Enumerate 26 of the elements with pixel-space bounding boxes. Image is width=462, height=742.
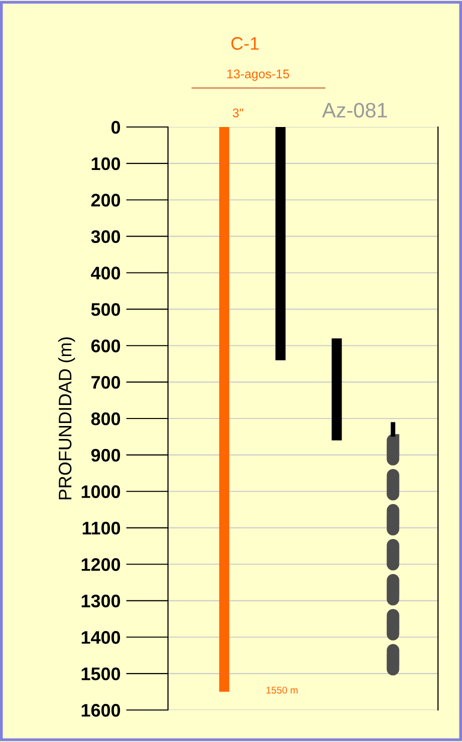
bar [275,127,286,360]
y-tick-label: 300 [91,230,120,244]
chart-title: C-1 [231,37,259,50]
annotation: 1550 m [266,686,298,694]
y-tick-label: 400 [90,266,120,280]
y-tick-label: 700 [91,376,120,389]
bar [219,127,230,692]
bar [332,338,342,440]
y-tick-label: 200 [91,194,120,207]
text: Az-081 [322,102,387,118]
y-tick-label: 1400 [82,631,120,644]
y-tick-label: 1600 [82,704,120,717]
y-tick-label: 100 [92,157,120,170]
chart-subtitle: 13-agos-15 [227,70,290,81]
y-tick-label: 600 [91,340,120,352]
y-tick-label: 0 [111,120,120,134]
y-tick-label: 1000 [82,485,120,498]
y-tick-label: 500 [91,303,120,316]
y-tick-label: 1300 [82,594,120,608]
y-tick-label: 1500 [82,667,120,680]
y-tick-label: 800 [91,412,120,426]
text: 3" [232,108,244,118]
y-axis-title: PROFUNDIDAD (m) [58,337,76,500]
y-tick-label: 1200 [82,558,120,571]
y-tick-label: 1100 [82,522,120,535]
y-tick-label: 900 [91,448,120,462]
